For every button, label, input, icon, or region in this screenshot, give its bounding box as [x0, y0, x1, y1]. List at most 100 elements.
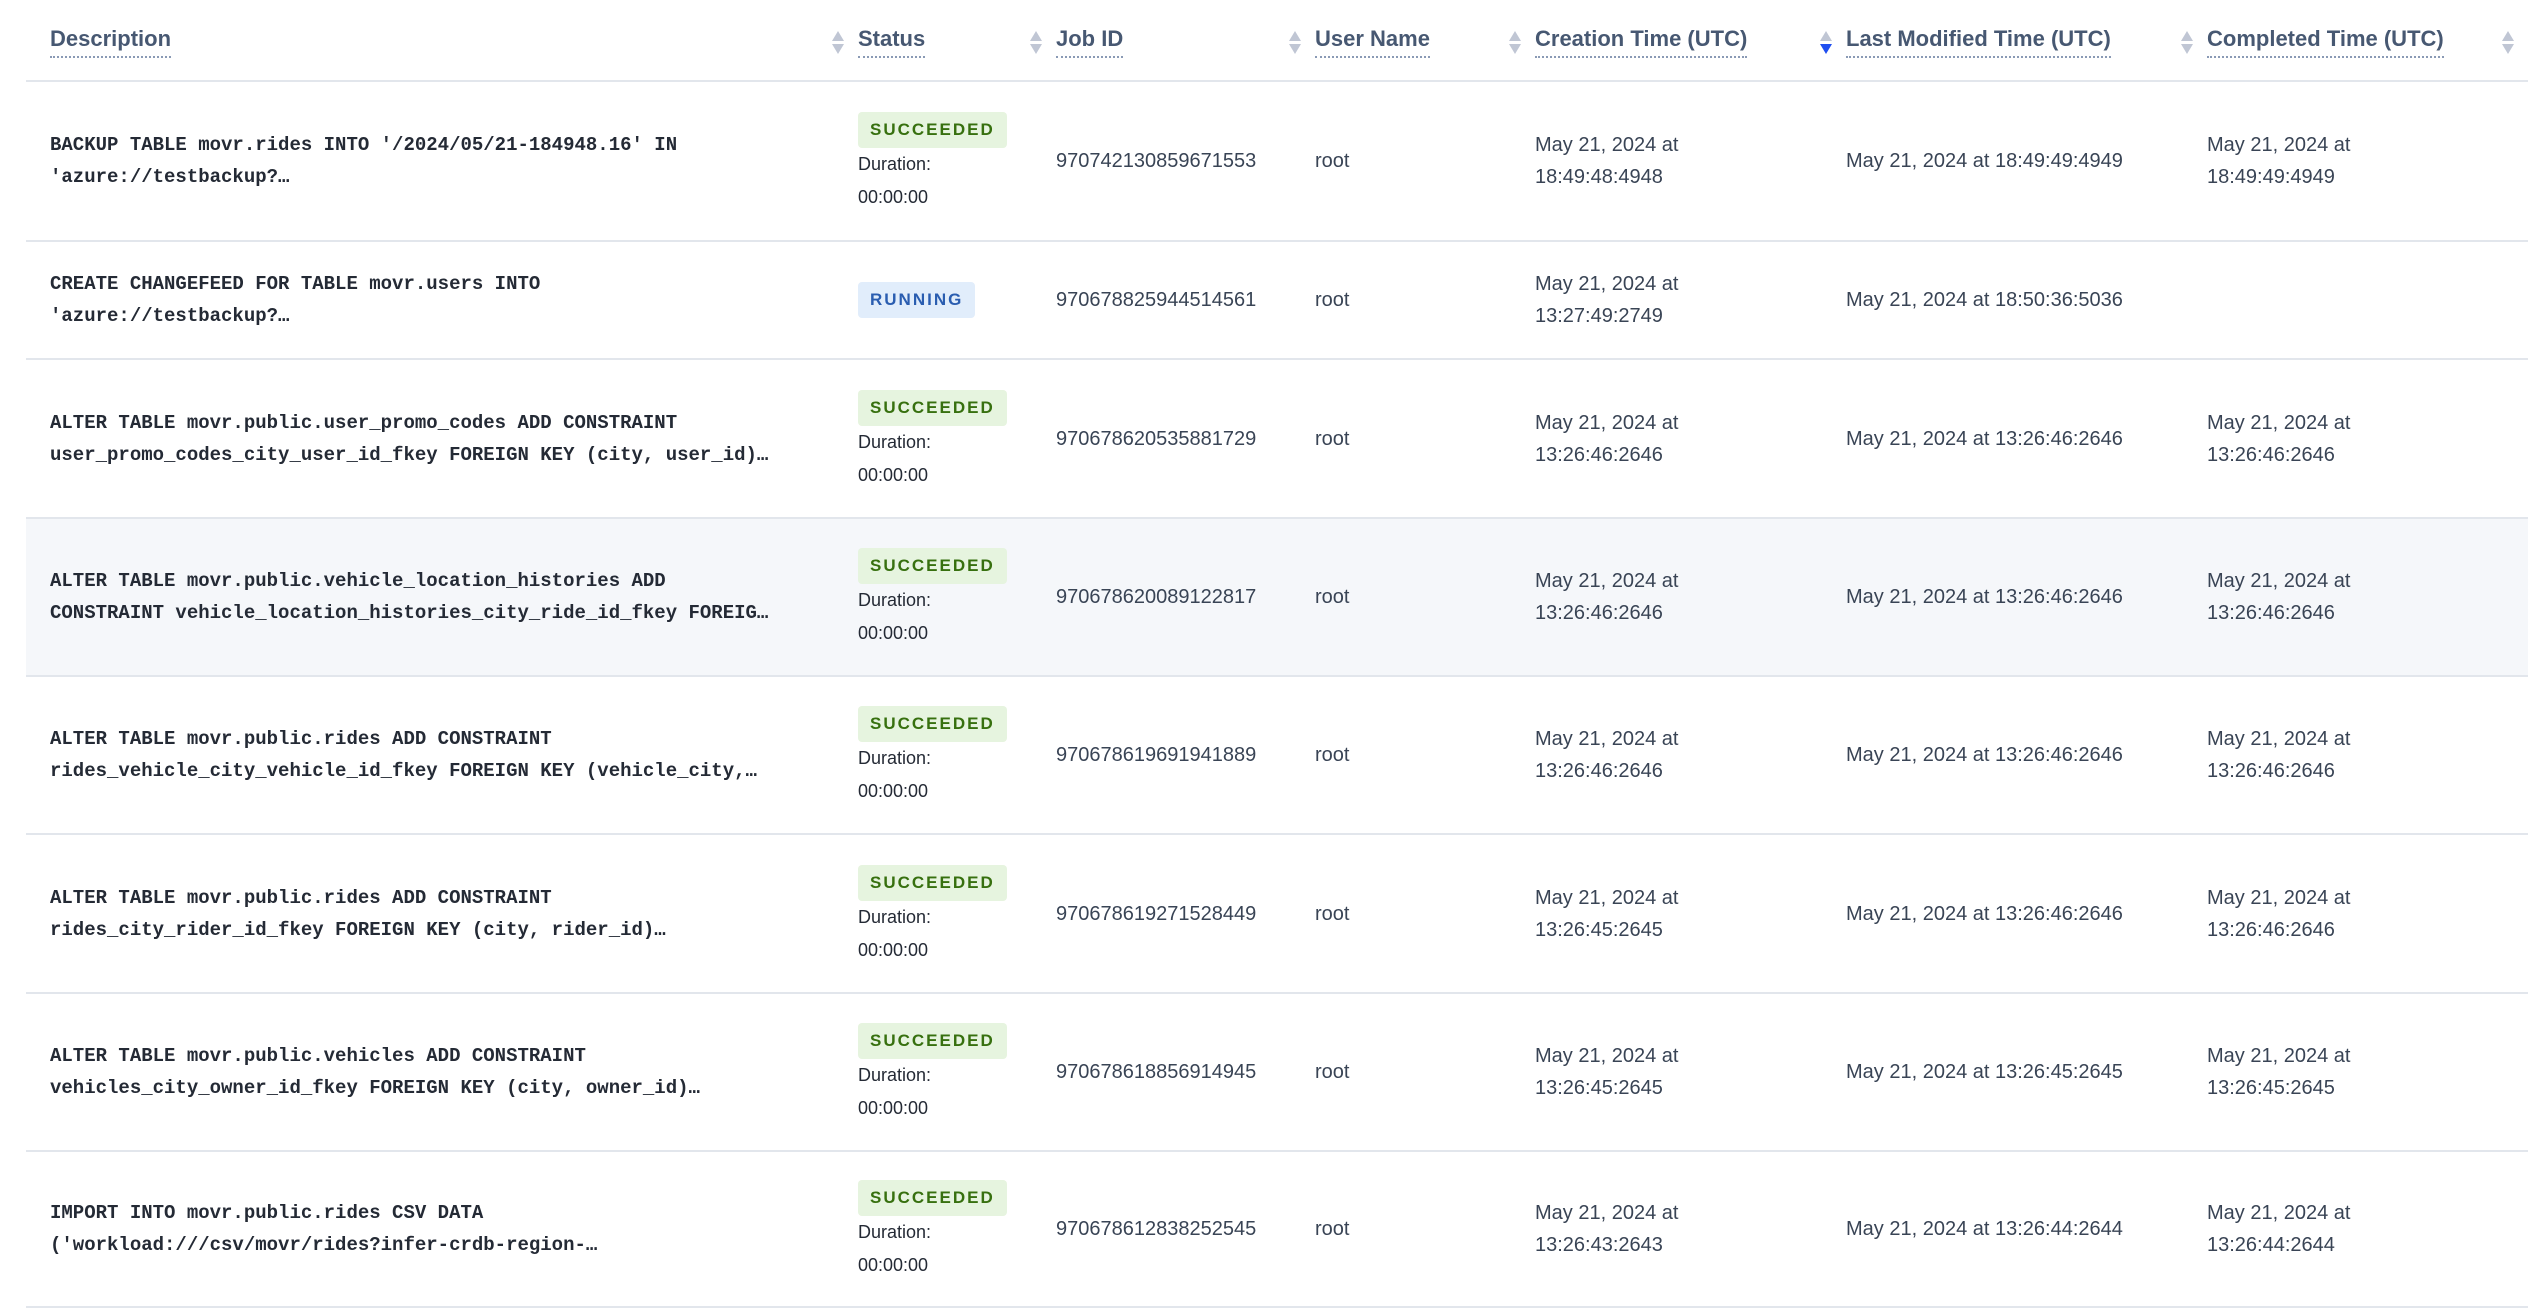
description-line: ALTER TABLE movr.public.rides ADD CONSTR… — [50, 886, 552, 909]
duration-value: 00:00:00 — [858, 187, 929, 207]
duration-label: Duration: — [858, 590, 932, 610]
last-modified-time: May 21, 2024 at 13:26:46:2646 — [1846, 427, 2123, 450]
status-cell: SUCCEEDED Duration: 00:00:00 — [858, 386, 1056, 492]
table-row[interactable]: BACKUP TABLE movr.rides INTO '/2024/05/2… — [26, 82, 2528, 242]
status-cell: SUCCEEDED Duration: 00:00:00 — [858, 702, 1056, 808]
duration-label: Duration: — [858, 431, 932, 452]
table-row[interactable]: ALTER TABLE movr.public.vehicles ADD CON… — [26, 994, 2528, 1152]
job-id: 970678620089122817 — [1056, 586, 1257, 608]
description-line: 'azure://testbackup?… — [50, 305, 290, 327]
user-name: root — [1315, 586, 1350, 608]
duration-value: 00:00:00 — [858, 623, 929, 643]
status-cell: SUCCEEDED Duration: 00:00:00 — [858, 1176, 1056, 1282]
user-name: root — [1315, 1218, 1350, 1240]
completed-time: May 21, 2024 at 18:49:49:4949 — [2207, 134, 2351, 188]
job-id: 970678825944514561 — [1056, 289, 1257, 311]
sort-icon[interactable] — [832, 30, 844, 54]
completed-time: May 21, 2024 at 13:26:46:2646 — [2207, 886, 2351, 941]
last-modified-time: May 21, 2024 at 18:49:49:4949 — [1846, 150, 2123, 172]
table-row[interactable]: ALTER TABLE movr.public.rides ADD CONSTR… — [26, 835, 2528, 994]
job-description[interactable]: ALTER TABLE movr.public.user_promo_codes… — [26, 407, 858, 471]
creation-time: May 21, 2024 at 13:26:45:2645 — [1535, 1045, 1679, 1099]
job-description[interactable]: BACKUP TABLE movr.rides INTO '/2024/05/2… — [26, 129, 858, 193]
last-modified-time: May 21, 2024 at 13:26:46:2646 — [1846, 902, 2123, 925]
sort-icon[interactable] — [2181, 30, 2193, 54]
job-description[interactable]: ALTER TABLE movr.public.rides ADD CONSTR… — [26, 882, 858, 946]
table-row[interactable]: ALTER TABLE movr.public.rides ADD CONSTR… — [26, 677, 2528, 835]
user-name: root — [1315, 289, 1350, 311]
creation-time: May 21, 2024 at 13:26:46:2646 — [1535, 570, 1679, 624]
job-id: 970678620535881729 — [1056, 427, 1257, 450]
sort-icon[interactable] — [1820, 30, 1832, 54]
status-badge: SUCCEEDED — [858, 548, 1007, 584]
status-cell: SUCCEEDED Duration: 00:00:00 — [858, 108, 1056, 214]
column-header-label[interactable]: Description — [50, 26, 172, 58]
duration-value: 00:00:00 — [858, 1255, 929, 1275]
column-header-label[interactable]: Creation Time (UTC) — [1535, 26, 1748, 58]
user-name: root — [1315, 427, 1350, 450]
description-line: ('workload:///csv/movr/rides?infer-crdb-… — [50, 1234, 598, 1256]
description-line: 'azure://testbackup?… — [50, 166, 290, 188]
column-header-label[interactable]: Status — [858, 26, 926, 58]
duration-value: 00:00:00 — [858, 781, 929, 801]
sort-icon[interactable] — [1509, 30, 1521, 54]
sort-icon[interactable] — [2502, 30, 2514, 54]
table-row[interactable]: CREATE CHANGEFEED FOR TABLE movr.users I… — [26, 242, 2528, 360]
description-line: CONSTRAINT vehicle_location_histories_ci… — [50, 602, 769, 624]
job-description[interactable]: CREATE CHANGEFEED FOR TABLE movr.users I… — [26, 268, 858, 332]
duration-label: Duration: — [858, 906, 932, 927]
table-row[interactable]: ALTER TABLE movr.public.vehicle_location… — [26, 519, 2528, 677]
jobs-table: Description Status Job ID User Name Crea… — [26, 0, 2528, 1308]
description-line: vehicles_city_owner_id_fkey FOREIGN KEY … — [50, 1077, 700, 1099]
column-header-label[interactable]: User Name — [1315, 26, 1430, 58]
completed-time: May 21, 2024 at 13:26:46:2646 — [2207, 411, 2351, 466]
column-header[interactable]: Status — [858, 22, 1056, 58]
description-line: IMPORT INTO movr.public.rides CSV DATA — [50, 1202, 484, 1224]
column-header-label[interactable]: Job ID — [1056, 26, 1124, 58]
duration-label: Duration: — [858, 1222, 932, 1242]
job-description[interactable]: IMPORT INTO movr.public.rides CSV DATA ('… — [26, 1197, 858, 1261]
user-name: root — [1315, 150, 1350, 172]
last-modified-time: May 21, 2024 at 13:26:44:2644 — [1846, 1218, 2123, 1240]
last-modified-time: May 21, 2024 at 13:26:46:2646 — [1846, 586, 2123, 608]
creation-time: May 21, 2024 at 18:49:48:4948 — [1535, 134, 1679, 188]
status-badge: SUCCEEDED — [858, 1023, 1007, 1059]
column-header[interactable]: Creation Time (UTC) — [1535, 22, 1846, 58]
sort-icon[interactable] — [1289, 30, 1301, 54]
job-id: 970678618856914945 — [1056, 1061, 1257, 1083]
column-header[interactable]: Completed Time (UTC) — [2207, 22, 2528, 58]
description-line: CREATE CHANGEFEED FOR TABLE movr.users I… — [50, 273, 541, 295]
column-header[interactable]: Job ID — [1056, 22, 1315, 58]
duration-value: 00:00:00 — [858, 1098, 929, 1118]
creation-time: May 21, 2024 at 13:26:45:2645 — [1535, 886, 1679, 941]
column-header[interactable]: Description — [26, 22, 858, 58]
duration-value: 00:00:00 — [858, 939, 929, 960]
job-description[interactable]: ALTER TABLE movr.public.rides ADD CONSTR… — [26, 723, 858, 787]
status-badge: SUCCEEDED — [858, 864, 1007, 901]
creation-time: May 21, 2024 at 13:27:49:2749 — [1535, 273, 1679, 327]
column-header[interactable]: Last Modified Time (UTC) — [1846, 22, 2207, 58]
table-row[interactable]: IMPORT INTO movr.public.rides CSV DATA ('… — [26, 1152, 2528, 1308]
description-line: ALTER TABLE movr.public.rides ADD CONSTR… — [50, 728, 552, 750]
last-modified-time: May 21, 2024 at 13:26:46:2646 — [1846, 744, 2123, 766]
column-header-label[interactable]: Completed Time (UTC) — [2207, 26, 2444, 58]
job-id: 970678612838252545 — [1056, 1218, 1257, 1240]
column-header[interactable]: User Name — [1315, 22, 1535, 58]
description-line: BACKUP TABLE movr.rides INTO '/2024/05/2… — [50, 134, 678, 156]
user-name: root — [1315, 1061, 1350, 1083]
description-line: user_promo_codes_city_user_id_fkey FOREI… — [50, 443, 769, 466]
creation-time: May 21, 2024 at 13:26:43:2643 — [1535, 1202, 1679, 1256]
completed-time: May 21, 2024 at 13:26:46:2646 — [2207, 728, 2351, 782]
user-name: root — [1315, 902, 1350, 925]
column-header-label[interactable]: Last Modified Time (UTC) — [1846, 26, 2111, 58]
job-description[interactable]: ALTER TABLE movr.public.vehicle_location… — [26, 565, 858, 629]
status-badge: SUCCEEDED — [858, 1180, 1007, 1216]
last-modified-time: May 21, 2024 at 18:50:36:5036 — [1846, 289, 2123, 311]
duration-label: Duration: — [858, 154, 932, 174]
sort-icon[interactable] — [1030, 30, 1042, 54]
job-id: 970742130859671553 — [1056, 150, 1257, 172]
job-description[interactable]: ALTER TABLE movr.public.vehicles ADD CON… — [26, 1040, 858, 1104]
table-row[interactable]: ALTER TABLE movr.public.user_promo_codes… — [26, 360, 2528, 519]
creation-time: May 21, 2024 at 13:26:46:2646 — [1535, 411, 1679, 466]
user-name: root — [1315, 744, 1350, 766]
